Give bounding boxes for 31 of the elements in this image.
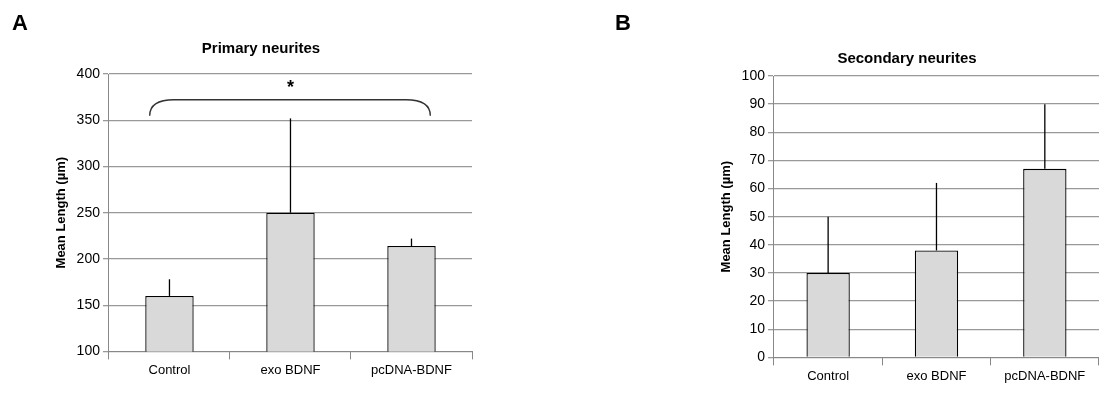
y-tick-label: 20 — [749, 291, 766, 308]
y-tick-label: 10 — [749, 320, 766, 337]
y-tick-label: 60 — [749, 179, 766, 196]
y-axis-title: Mean Length (µm) — [718, 160, 734, 273]
text: A — [12, 10, 28, 36]
y-axis-title: Mean Length (µm) — [53, 156, 69, 269]
annotation: * — [286, 77, 294, 98]
y-tick-label: 70 — [749, 151, 766, 168]
y-tick-label: 100 — [741, 66, 766, 83]
x-tick-label: Control — [807, 367, 850, 383]
x-tick-label: exo BDNF — [260, 361, 321, 377]
y-tick-label: 350 — [76, 111, 101, 128]
x-tick-label: pcDNA-BDNF — [1004, 367, 1086, 383]
y-tick-label: 300 — [76, 157, 101, 174]
y-tick-label: 400 — [76, 64, 101, 81]
text: B — [615, 10, 631, 36]
x-tick-label: pcDNA-BDNF — [371, 361, 452, 377]
y-tick-label: 250 — [76, 203, 101, 220]
x-tick-label: Control — [148, 361, 191, 377]
y-tick-label: 100 — [76, 342, 101, 359]
y-tick-label: 50 — [749, 207, 766, 224]
y-tick-label: 80 — [749, 123, 766, 140]
x-tick-label: exo BDNF — [906, 367, 967, 383]
y-tick-label: 150 — [76, 296, 101, 313]
chart-title: Primary neurites — [201, 39, 321, 57]
chart-title: Secondary neurites — [837, 49, 977, 67]
y-tick-label: 200 — [76, 249, 101, 266]
y-tick-label: 30 — [749, 263, 766, 280]
y-tick-label: 0 — [757, 348, 766, 365]
y-tick-label: 40 — [749, 235, 766, 252]
y-tick-label: 90 — [749, 95, 766, 111]
